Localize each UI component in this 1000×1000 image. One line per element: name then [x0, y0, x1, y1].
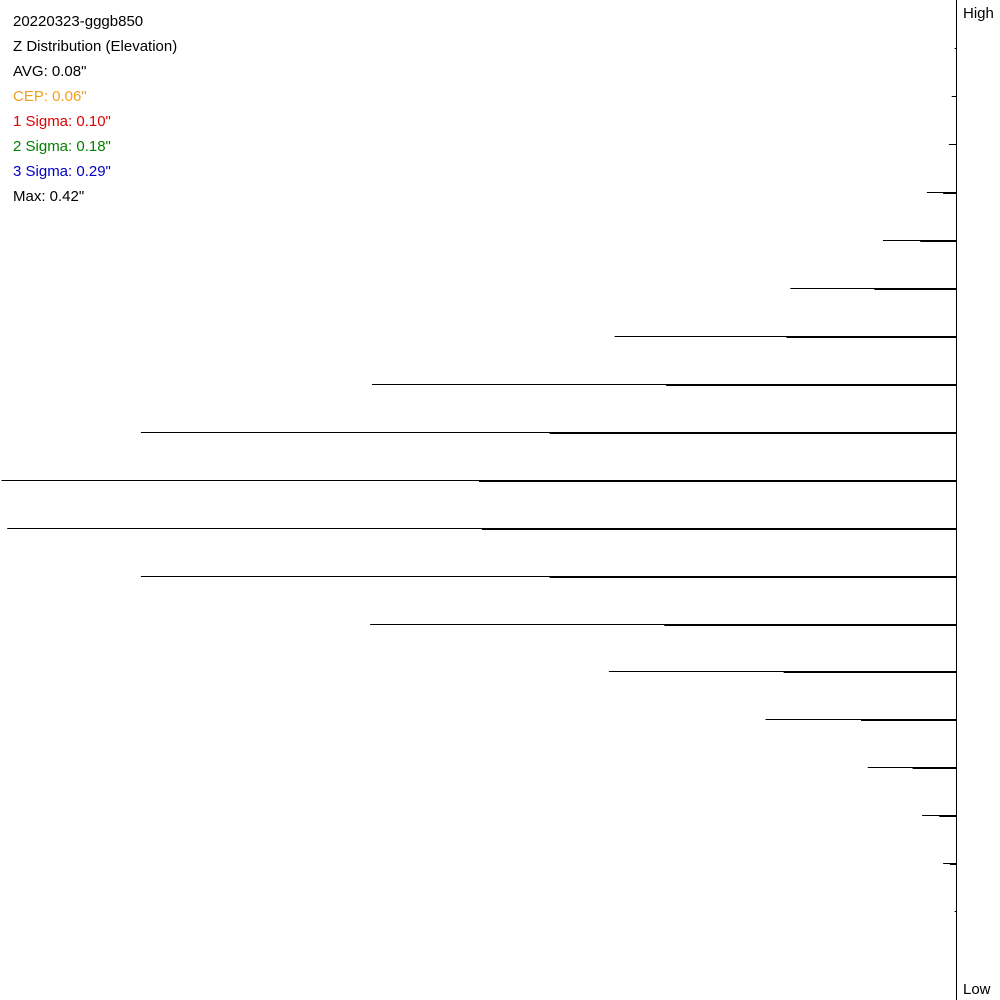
stat-max: Max: 0.42": [13, 188, 85, 205]
stat-3-sigma: 3 Sigma: 0.29": [13, 163, 111, 180]
stat-2-sigma: 2 Sigma: 0.18": [13, 138, 111, 155]
histogram-bars: [1, 48, 957, 912]
axis-low-label: Low: [963, 981, 991, 998]
chart-title: Z Distribution (Elevation): [13, 38, 178, 55]
axis-high-label: High: [963, 5, 994, 22]
stat-cep: CEP: 0.06": [13, 88, 87, 105]
stat-1-sigma: 1 Sigma: 0.10": [13, 113, 111, 130]
file-name: 20220323-gggb850: [13, 13, 144, 30]
stats-panel: 20220323-gggb850 Z Distribution (Elevati…: [13, 9, 177, 209]
stat-avg: AVG: 0.08": [13, 63, 87, 80]
